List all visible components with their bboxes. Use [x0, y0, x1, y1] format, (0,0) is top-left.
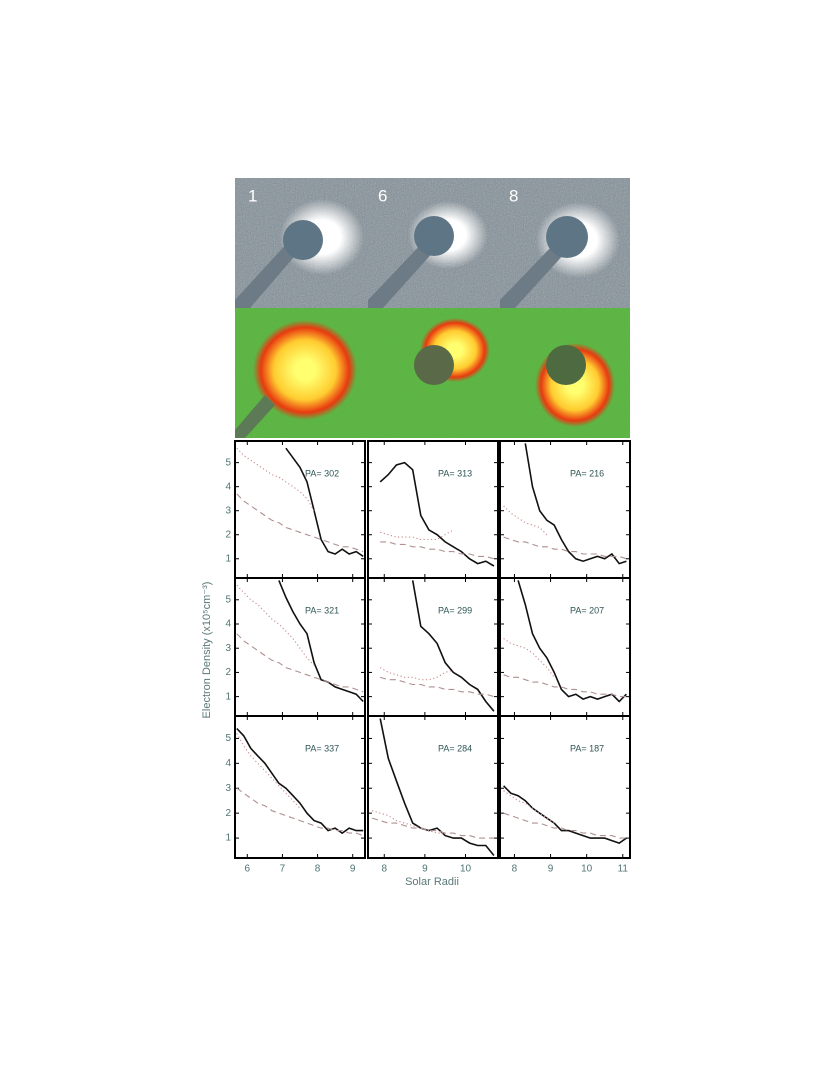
y-tick-label: 2: [225, 667, 231, 678]
pylon: [235, 240, 300, 308]
occulter: [546, 345, 586, 385]
series-line: [380, 676, 495, 698]
plot-frame: [234, 715, 366, 859]
series-line: [236, 493, 364, 553]
y-tick-label: 3: [225, 783, 231, 794]
x-tick-label: 9: [350, 864, 356, 875]
series-line: [236, 584, 315, 666]
x-tick-label: 6: [245, 864, 251, 875]
panel: PA= 313: [367, 440, 499, 579]
image-label: 6: [378, 186, 387, 205]
annotation: PA= 299: [438, 605, 472, 615]
plot-frame: [367, 440, 499, 579]
y-axis-label: Electron Density (x10⁵cm⁻³): [201, 582, 213, 719]
series-line: [524, 443, 627, 565]
plot-frame: [499, 715, 631, 859]
series-line: [285, 447, 364, 558]
x-tick-label: 10: [460, 864, 472, 875]
pylon: [500, 243, 565, 308]
x-tick-label: 7: [280, 864, 286, 875]
x-axis-label: Solar Radii: [405, 876, 459, 888]
series-line: [379, 667, 454, 681]
x-tick-label: 8: [315, 864, 321, 875]
y-tick-label: 3: [225, 643, 231, 654]
x-tick-label: 8: [512, 864, 518, 875]
series-line: [503, 812, 627, 839]
series-line: [517, 580, 627, 703]
occulter: [414, 345, 454, 385]
panel: PA= 299: [367, 577, 499, 717]
pylon: [368, 240, 435, 308]
plot-frame: [499, 440, 631, 579]
panel: 8 9 10 PA= 284: [367, 715, 499, 875]
y-tick-label: 5: [225, 594, 231, 605]
image-label: 8: [509, 186, 518, 205]
annotation: PA= 337: [305, 743, 339, 753]
x-tick-label: 9: [422, 864, 428, 875]
series-line: [379, 718, 495, 857]
y-tick-label: 4: [225, 758, 231, 769]
x-tick-label: 9: [548, 864, 554, 875]
series-line: [236, 733, 301, 809]
series-line: [380, 541, 495, 560]
panel: 1 2 3 4 5 6 7 8 9 PA= 337: [225, 715, 366, 875]
occulter: [283, 220, 323, 260]
y-tick-label: 4: [225, 619, 231, 630]
plot-frame: [234, 440, 366, 579]
series-line: [371, 817, 494, 839]
y-tick-label: 1: [225, 833, 231, 844]
y-tick-label: 5: [225, 457, 231, 468]
series-line: [236, 787, 364, 837]
series-line: [236, 633, 364, 693]
x-tick-label: 8: [381, 864, 387, 875]
series-line: [411, 580, 495, 712]
annotation: PA= 284: [438, 743, 472, 753]
annotation: PA= 321: [305, 605, 339, 615]
y-tick-label: 3: [225, 505, 231, 516]
image-label: 1: [248, 186, 257, 205]
plot-frame: [234, 577, 366, 717]
y-tick-label: 2: [225, 808, 231, 819]
series-line: [503, 785, 627, 844]
y-tick-label: 2: [225, 529, 231, 540]
plot-frame: [367, 715, 499, 859]
panel: 1 2 3 4 5 PA= 321: [225, 577, 366, 717]
series-line: [503, 536, 627, 560]
panel: PA= 216: [499, 440, 631, 579]
annotation: PA= 302: [305, 468, 339, 478]
x-tick-label: 11: [618, 864, 629, 875]
annotation: PA= 216: [570, 468, 604, 478]
y-tick-label: 5: [225, 733, 231, 744]
series-line: [379, 461, 495, 567]
annotation: PA= 187: [570, 743, 604, 753]
series-line: [503, 674, 627, 698]
annotation: PA= 207: [570, 605, 604, 615]
y-tick-label: 4: [225, 481, 231, 492]
series-line: [503, 505, 548, 536]
occulter: [546, 216, 588, 258]
cme: [253, 320, 357, 420]
pylon: [235, 395, 275, 438]
y-tick-label: 1: [225, 553, 231, 564]
panel: 8 9 10 11 PA= 187: [499, 715, 631, 875]
x-tick-label: 10: [581, 864, 593, 875]
y-tick-label: 1: [225, 691, 231, 702]
annotation: PA= 313: [438, 468, 472, 478]
series-line: [236, 447, 315, 511]
plot-frame: [367, 577, 499, 717]
occulter: [414, 216, 454, 256]
series-line: [278, 580, 364, 703]
series-line: [380, 529, 454, 541]
series-line: [503, 790, 555, 824]
panel: 1 2 3 4 5 PA= 302: [225, 440, 366, 579]
series-line: [236, 727, 364, 835]
images: 1 6 8: [235, 178, 630, 438]
panel: PA= 207: [499, 577, 631, 717]
